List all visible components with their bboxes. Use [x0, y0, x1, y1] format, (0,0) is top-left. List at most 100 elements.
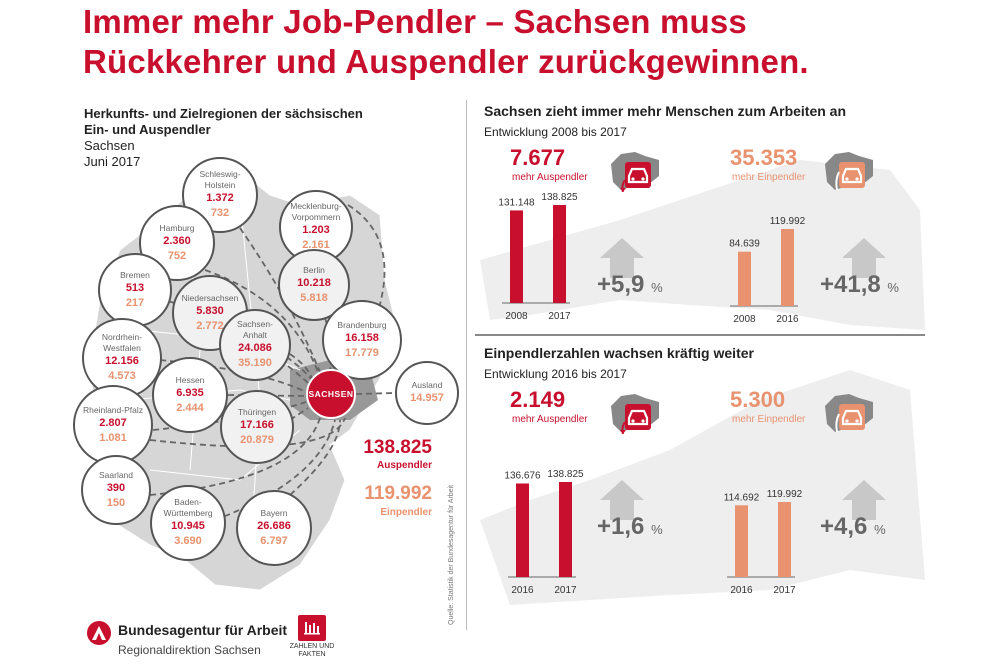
region-auspendler: 390 [106, 481, 126, 494]
up-arrow-icon [600, 238, 644, 278]
total-auspendler: 138.825 [363, 437, 432, 458]
region-name: Bayern [260, 507, 288, 518]
einpendler-diff-label: mehr Einpendler [732, 414, 806, 425]
up-arrow-icon [842, 480, 886, 520]
year-tick-label: 2016 [776, 314, 799, 325]
zahlen-fakten-logo-icon [298, 615, 326, 641]
region-circle: Sachsen-Anhalt 24.086 35.190 [219, 309, 291, 381]
region-einpendler: 3.690 [174, 535, 202, 547]
auspendler-growth: +5,9 % [597, 271, 663, 298]
zahlen-fakten-label: ZAHLEN UND FAKTEN [289, 643, 335, 658]
region-name: Hamburg [159, 222, 195, 233]
year-tick-label: 2017 [548, 311, 571, 322]
region-circle: Schleswig-Holstein 1.372 732 [182, 157, 258, 233]
region-name: Sachsen-Anhalt [237, 319, 273, 340]
region-einpendler: 20.879 [240, 433, 274, 446]
region-auspendler: 16.158 [345, 331, 379, 344]
region-name: Saarland [98, 469, 134, 480]
region-circle: Thüringen 17.166 20.879 [220, 390, 294, 464]
einpendler-diff: 35.353 [730, 145, 798, 170]
region-name: Schleswig-Holstein [199, 169, 241, 190]
bar-value-label: 138.825 [547, 469, 584, 480]
bar-value-label: 119.992 [767, 489, 803, 500]
year-tick-label: 2016 [730, 585, 753, 596]
bar-2008 [510, 210, 523, 303]
bar-2016 [781, 229, 794, 306]
region-einpendler: 14.957 [410, 392, 444, 404]
bar-2016 [735, 505, 748, 577]
region-auspendler: 2.360 [163, 234, 191, 247]
bar-value-label: 131.148 [498, 197, 535, 208]
region-einpendler: 2.161 [302, 239, 330, 251]
bar-value-label: 138.825 [541, 192, 578, 203]
region-auspendler: 1.372 [206, 192, 234, 204]
org-sub: Regionaldirektion Sachsen [118, 643, 261, 657]
region-name: Berlin [303, 264, 325, 275]
region-einpendler: 2.772 [196, 319, 224, 332]
region-circle: Bremen 513 217 [98, 253, 172, 327]
region-name: Ausland [411, 380, 443, 390]
region-circle: Mecklenburg-Vorpommern 1.203 2.161 [279, 190, 353, 264]
bar-value-label: 84.639 [729, 239, 760, 250]
section-divider [475, 334, 925, 336]
page-title: Immer mehr Job-Pendler – Sachsen muss Rü… [83, 3, 809, 80]
region-auspendler: 513 [125, 281, 145, 294]
year-tick-label: 2008 [733, 314, 756, 325]
region-name: Hessen [175, 374, 205, 385]
up-arrow-icon [600, 480, 644, 520]
region-einpendler: 217 [125, 296, 145, 309]
region-circle: Hessen 6.935 2.444 [152, 357, 228, 433]
region-auspendler: 5.830 [196, 304, 224, 317]
year-tick-label: 2017 [554, 585, 577, 596]
region-einpendler: 17.779 [345, 346, 379, 359]
bar-value-label: 114.692 [724, 492, 760, 503]
region-einpendler: 150 [106, 496, 126, 509]
region-einpendler: 5.818 [300, 291, 328, 304]
region-name: Thüringen [237, 406, 277, 417]
up-arrow-icon [842, 238, 886, 278]
section-title: Einpendlerzahlen wachsen kräftig weiter [484, 345, 754, 361]
total-einpendler-label: Einpendler [380, 507, 432, 518]
section-subtitle: Entwicklung 2008 bis 2017 [484, 125, 627, 139]
car-in-icon [823, 150, 875, 197]
region-auspendler: 1.203 [302, 224, 330, 236]
total-auspendler-label: Auspendler [376, 460, 432, 471]
year-tick-label: 2017 [773, 585, 796, 596]
region-einpendler: 4.573 [108, 370, 136, 382]
auspendler-diff: 7.677 [510, 145, 566, 170]
einpendler-growth: +4,6 % [820, 513, 886, 540]
ba-logo-icon [87, 621, 111, 645]
region-auspendler: 6.935 [176, 386, 204, 399]
region-einpendler: 2.444 [176, 401, 204, 414]
year-tick-label: 2016 [511, 585, 534, 596]
region-einpendler: 752 [167, 249, 187, 262]
sachsen-silhouette [480, 160, 925, 605]
auspendler-diff-label: mehr Auspendler [512, 414, 588, 425]
region-name: Brandenburg [337, 319, 387, 330]
region-name: Baden-Württemberg [163, 497, 213, 518]
region-auspendler: 17.166 [240, 418, 274, 431]
car-in-icon [823, 392, 875, 439]
car-out-icon [609, 392, 661, 439]
bar-2017 [778, 502, 791, 577]
auspendler-diff-label: mehr Auspendler [512, 172, 588, 183]
region-circle: Saarland 390 150 [81, 455, 151, 525]
auspendler-growth: +1,6 % [597, 513, 663, 540]
total-einpendler: 119.992 [364, 483, 432, 504]
region-name: Mecklenburg-Vorpommern [290, 201, 342, 222]
region-auspendler: 26.686 [257, 519, 291, 532]
map-heading: Herkunfts- und Zielregionen der sächsisc… [84, 106, 363, 169]
org-name: Bundesagentur für Arbeit [118, 622, 288, 638]
einpendler-growth: +41,8 % [820, 271, 899, 298]
region-name: Bremen [120, 269, 150, 280]
region-auspendler: 12.156 [105, 355, 139, 367]
bar-2016 [516, 483, 529, 577]
region-einpendler: 35.190 [238, 357, 272, 369]
region-auspendler: 2.807 [99, 416, 127, 429]
region-name: Niedersachsen [181, 292, 239, 303]
region-circle: Niedersachsen 5.830 2.772 [172, 275, 248, 351]
einpendler-diff: 5.300 [730, 387, 786, 412]
car-out-icon [609, 150, 661, 197]
region-circle: Ausland 14.957 [395, 361, 459, 425]
region-einpendler: 1.081 [99, 431, 127, 444]
